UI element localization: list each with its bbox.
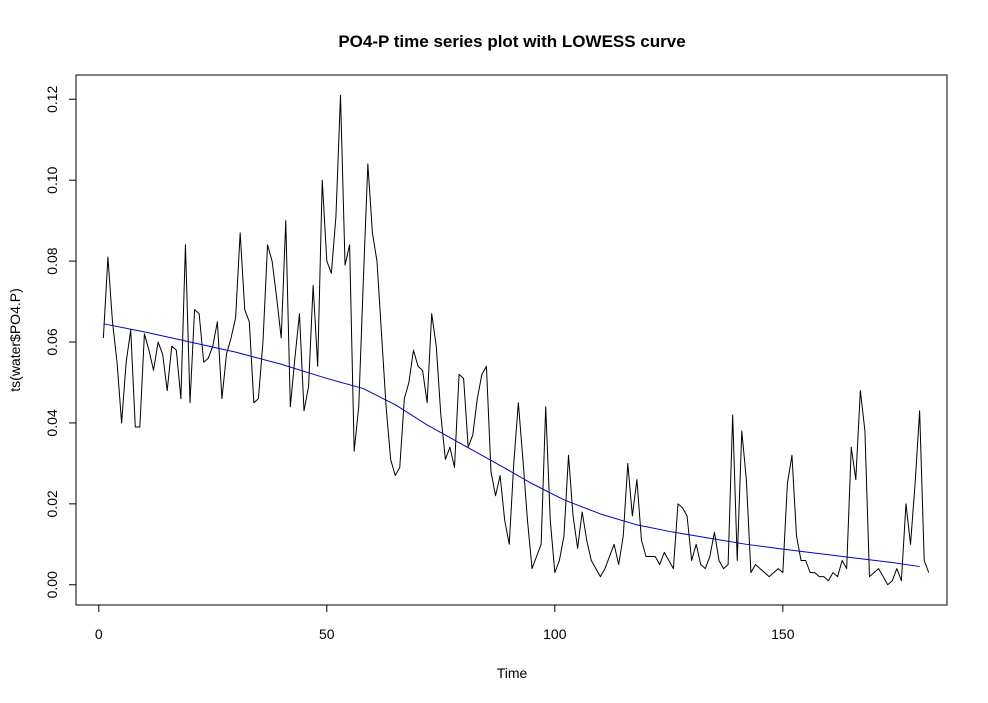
plot-frame bbox=[75, 74, 948, 606]
x-tick-label: 100 bbox=[543, 626, 567, 642]
series-layer bbox=[102, 94, 930, 586]
y-tick-label: 0.06 bbox=[44, 328, 60, 355]
y-tick-label: 0.08 bbox=[44, 247, 60, 274]
series-line-lowess bbox=[103, 323, 920, 568]
series-line-po4p bbox=[102, 94, 930, 586]
y-tick-label: 0.12 bbox=[44, 85, 60, 112]
x-tick-label: 150 bbox=[771, 626, 795, 642]
y-axis: 0.00 0.02 0.04 0.06 0.08 0.10 0.12 bbox=[44, 85, 77, 598]
y-tick-label: 0.04 bbox=[44, 409, 60, 436]
x-tick-label: 0 bbox=[95, 626, 103, 642]
chart-title: PO4-P time series plot with LOWESS curve bbox=[338, 32, 685, 51]
y-tick-label: 0.02 bbox=[44, 490, 60, 517]
x-tick-label: 50 bbox=[319, 626, 335, 642]
x-axis: 0 50 100 150 bbox=[95, 604, 795, 642]
y-tick-label: 0.10 bbox=[44, 166, 60, 193]
y-axis-label: ts(water$PO4.P) bbox=[7, 288, 23, 391]
y-tick-label: 0.00 bbox=[44, 571, 60, 598]
x-axis-label: Time bbox=[497, 665, 528, 681]
